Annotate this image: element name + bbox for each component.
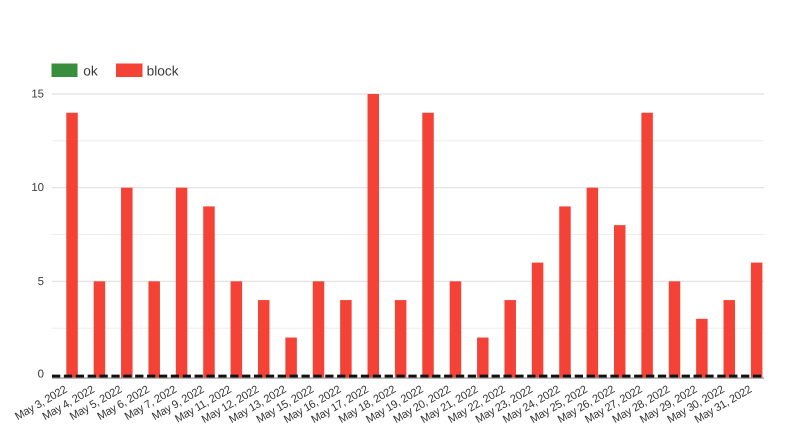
svg-text:5: 5	[38, 276, 44, 288]
svg-text:ok: ok	[83, 63, 98, 78]
svg-text:15: 15	[31, 89, 44, 101]
svg-text:0: 0	[38, 369, 44, 381]
svg-text:10: 10	[31, 182, 44, 194]
svg-text:block: block	[147, 63, 179, 78]
